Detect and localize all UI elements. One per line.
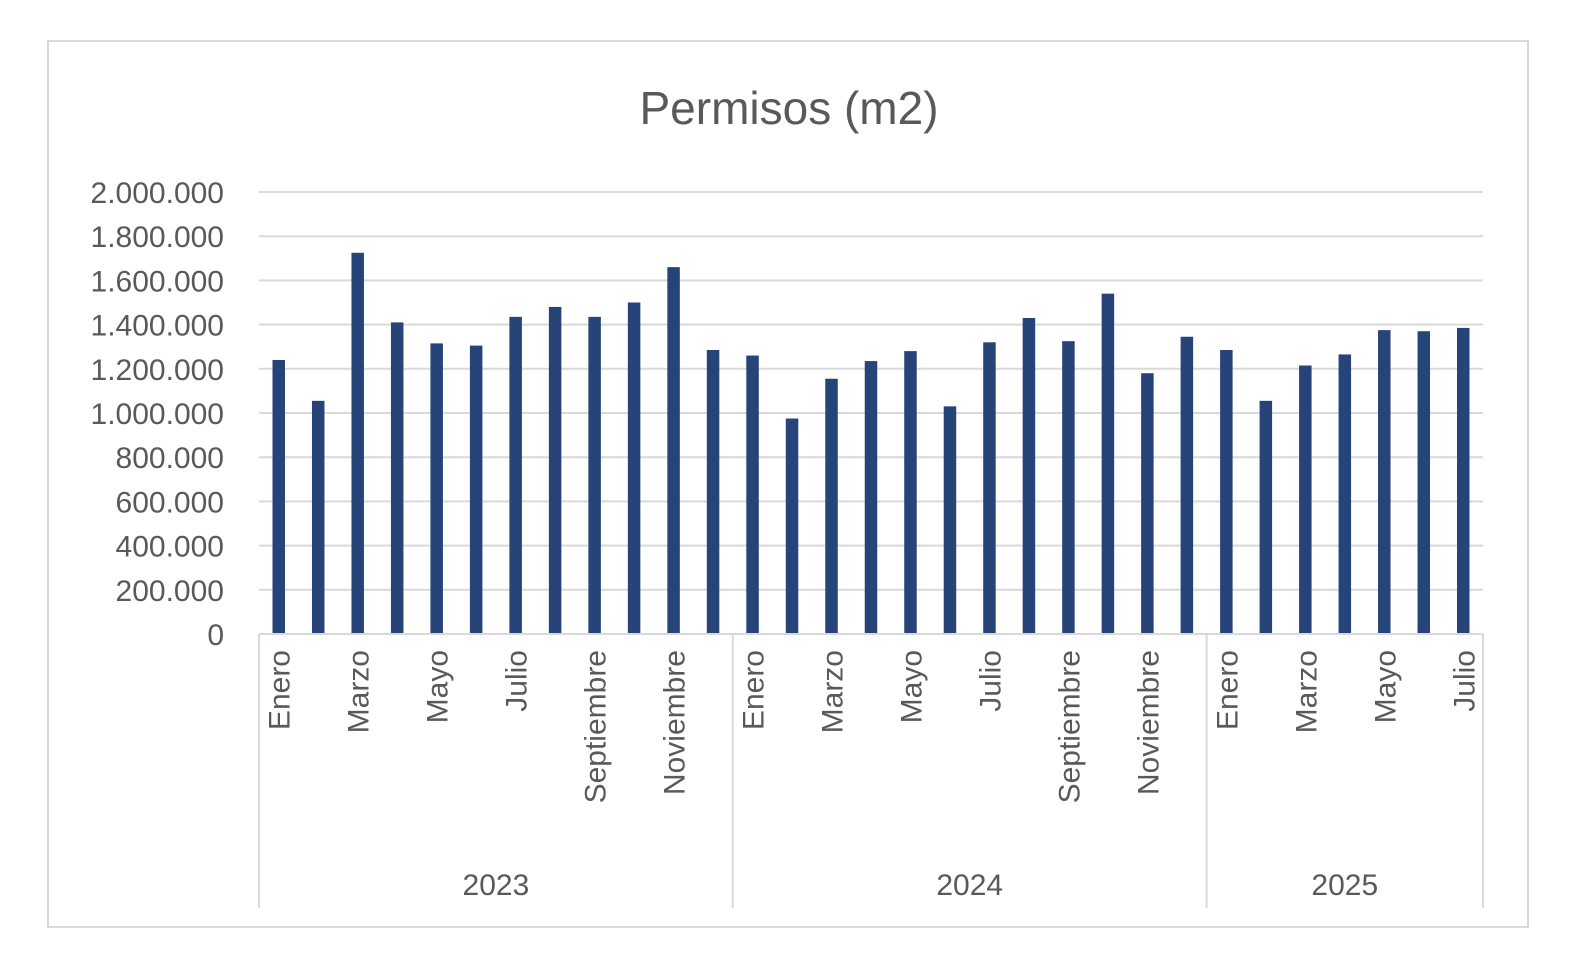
x-tick-label: Marzo xyxy=(1290,650,1323,733)
year-label: 2025 xyxy=(1311,869,1378,902)
y-tick-label: 600.000 xyxy=(116,486,224,519)
x-tick-label: Septiembre xyxy=(580,650,613,803)
bar xyxy=(1378,330,1391,634)
bar xyxy=(904,351,917,634)
y-tick-label: 0 xyxy=(207,619,224,652)
bar xyxy=(1299,365,1312,634)
x-tick-label: Septiembre xyxy=(1053,650,1086,803)
chart-title: Permisos (m2) xyxy=(639,82,938,134)
bar xyxy=(351,252,364,634)
y-tick-label: 800.000 xyxy=(116,442,224,475)
y-tick-label: 1.600.000 xyxy=(91,265,224,298)
bar xyxy=(746,355,759,634)
bar xyxy=(272,359,285,634)
bar xyxy=(864,361,878,634)
bar xyxy=(1062,341,1075,634)
bar xyxy=(1338,354,1352,634)
y-tick-label: 2.000.000 xyxy=(91,177,224,210)
y-axis: 0 200.000 400.000 600.000 800.000 1.000.000 1.… xyxy=(91,177,224,652)
y-tick-label: 1.800.000 xyxy=(91,221,224,254)
y-tick-label: 1.200.000 xyxy=(91,354,224,387)
bar xyxy=(1220,350,1233,634)
bar xyxy=(509,316,522,634)
x-tick-label: Enero xyxy=(738,650,771,730)
bar xyxy=(1259,400,1273,634)
x-tick-label: Marzo xyxy=(817,650,850,733)
bar xyxy=(983,342,996,634)
x-tick-label: Enero xyxy=(1211,650,1244,730)
y-tick-label: 1.000.000 xyxy=(91,398,224,431)
x-tick-label: Mayo xyxy=(422,650,455,723)
bar xyxy=(825,378,838,634)
x-axis: Enero Marzo Mayo Julio Septiembre Noviembre 20… xyxy=(258,633,1484,908)
bar xyxy=(430,343,443,634)
x-tick-label: Mayo xyxy=(1369,650,1402,723)
bar xyxy=(469,345,483,634)
x-tick-label: Julio xyxy=(1448,650,1481,712)
year-label: 2023 xyxy=(463,869,530,902)
bar xyxy=(1457,327,1470,634)
x-tick-label: Julio xyxy=(501,650,534,712)
x-tick-label: Mayo xyxy=(895,650,928,723)
bar xyxy=(943,406,957,634)
bar xyxy=(390,322,404,634)
year-label: 2024 xyxy=(936,869,1003,902)
y-tick-label: 400.000 xyxy=(116,531,224,564)
bar xyxy=(706,350,720,634)
x-tick-label: Noviembre xyxy=(1132,650,1165,795)
x-tick-label: Marzo xyxy=(343,650,376,733)
bar xyxy=(588,316,601,634)
x-tick-label: Julio xyxy=(974,650,1007,712)
bars xyxy=(272,252,1470,634)
bar xyxy=(627,302,641,634)
bar xyxy=(785,418,799,634)
bar xyxy=(548,306,562,634)
bar xyxy=(667,267,680,634)
x-tick-label: Noviembre xyxy=(659,650,692,795)
bar xyxy=(1022,317,1036,634)
x-tick-label: Enero xyxy=(264,650,297,730)
y-tick-label: 1.400.000 xyxy=(91,310,224,343)
bar xyxy=(1101,293,1115,634)
bar xyxy=(311,400,325,634)
bar xyxy=(1180,336,1194,634)
bar xyxy=(1417,331,1431,634)
gridlines xyxy=(259,191,1483,591)
y-tick-label: 200.000 xyxy=(116,575,224,608)
bar xyxy=(1141,373,1154,634)
